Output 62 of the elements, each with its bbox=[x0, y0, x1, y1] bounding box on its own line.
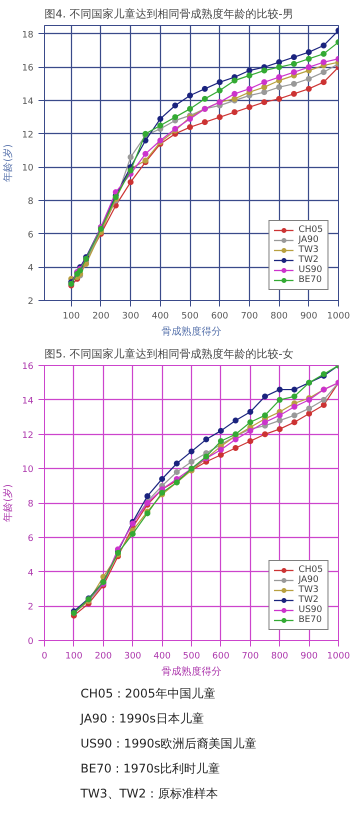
x-tick-label: 1000 bbox=[327, 312, 350, 322]
text: JA90 : 1990s日本儿童 bbox=[80, 712, 204, 726]
y-tick-label: 8 bbox=[28, 500, 34, 510]
y-tick-label: 16 bbox=[22, 64, 34, 74]
x-tick-label: 1000 bbox=[327, 652, 350, 662]
x-tick-label: 500 bbox=[181, 312, 199, 322]
y-tick-label: 12 bbox=[22, 430, 34, 441]
text: US90 : 1990s欧洲后裔美国儿童 bbox=[80, 736, 257, 750]
legend-label: TW2 bbox=[298, 595, 319, 605]
legend-label: US90 bbox=[298, 265, 322, 275]
x-tick-label: 300 bbox=[124, 652, 142, 662]
y-tick-label: 0 bbox=[28, 637, 34, 647]
legend-label: TW2 bbox=[298, 255, 319, 265]
y-tick-label: 6 bbox=[28, 534, 34, 544]
x-tick-label: 0 bbox=[42, 652, 48, 662]
y-tick-label: 10 bbox=[22, 465, 34, 476]
text: TW3、TW2 : 原标准样本 bbox=[80, 786, 218, 800]
y-tick-label: 16 bbox=[22, 362, 34, 372]
y-tick-label: 12 bbox=[22, 130, 34, 140]
chart-title: 图5. 不同国家儿童达到相同骨成熟度年龄的比较-女 bbox=[44, 348, 294, 360]
y-tick-label: 6 bbox=[28, 230, 34, 240]
x-tick-label: 200 bbox=[92, 312, 110, 322]
x-tick-label: 700 bbox=[240, 312, 258, 322]
x-tick-label: 800 bbox=[270, 312, 288, 322]
y-tick-label: 18 bbox=[22, 30, 34, 40]
legend-label: CH05 bbox=[298, 565, 323, 575]
x-tick-label: 100 bbox=[65, 652, 83, 662]
chart-title: 图4. 不同国家儿童达到相同骨成熟度年龄的比较-男 bbox=[44, 8, 294, 20]
y-axis-title: 年龄(岁) bbox=[2, 144, 14, 182]
text: BE70 : 1970s比利时儿童 bbox=[80, 762, 220, 776]
x-tick-label: 400 bbox=[154, 652, 171, 662]
legend-label: JA90 bbox=[298, 235, 319, 245]
y-tick-label: 14 bbox=[22, 97, 34, 107]
legend-label: BE70 bbox=[298, 275, 322, 285]
legend-label: CH05 bbox=[298, 225, 323, 235]
legend-label: BE70 bbox=[298, 615, 322, 625]
x-tick-label: 800 bbox=[271, 652, 289, 662]
y-tick-label: 2 bbox=[28, 297, 34, 307]
legend-label: JA90 bbox=[298, 575, 319, 585]
x-tick-label: 200 bbox=[94, 652, 112, 662]
x-tick-label: 400 bbox=[152, 312, 170, 322]
x-axis-title: 骨成熟度得分 bbox=[162, 326, 222, 338]
y-tick-label: 4 bbox=[28, 568, 34, 578]
x-tick-label: 900 bbox=[300, 312, 318, 322]
y-tick-label: 2 bbox=[28, 602, 34, 613]
x-axis-title: 骨成熟度得分 bbox=[162, 666, 222, 678]
text: CH05 : 2005年中国儿童 bbox=[80, 686, 216, 700]
x-tick-label: 500 bbox=[182, 652, 200, 662]
legend-label: TW3 bbox=[298, 585, 319, 595]
x-tick-label: 600 bbox=[212, 652, 230, 662]
x-tick-label: 700 bbox=[242, 652, 260, 662]
y-axis-title: 年龄(岁) bbox=[2, 484, 14, 522]
legend-label: TW3 bbox=[298, 245, 319, 255]
x-tick-label: 600 bbox=[211, 312, 229, 322]
legend-label: US90 bbox=[298, 605, 322, 615]
x-tick-label: 900 bbox=[300, 652, 318, 662]
x-tick-label: 300 bbox=[122, 312, 140, 322]
y-tick-label: 10 bbox=[22, 164, 34, 174]
x-tick-label: 100 bbox=[62, 312, 80, 322]
y-tick-label: 4 bbox=[28, 264, 34, 274]
y-tick-label: 8 bbox=[28, 197, 34, 207]
y-tick-label: 14 bbox=[22, 396, 34, 406]
